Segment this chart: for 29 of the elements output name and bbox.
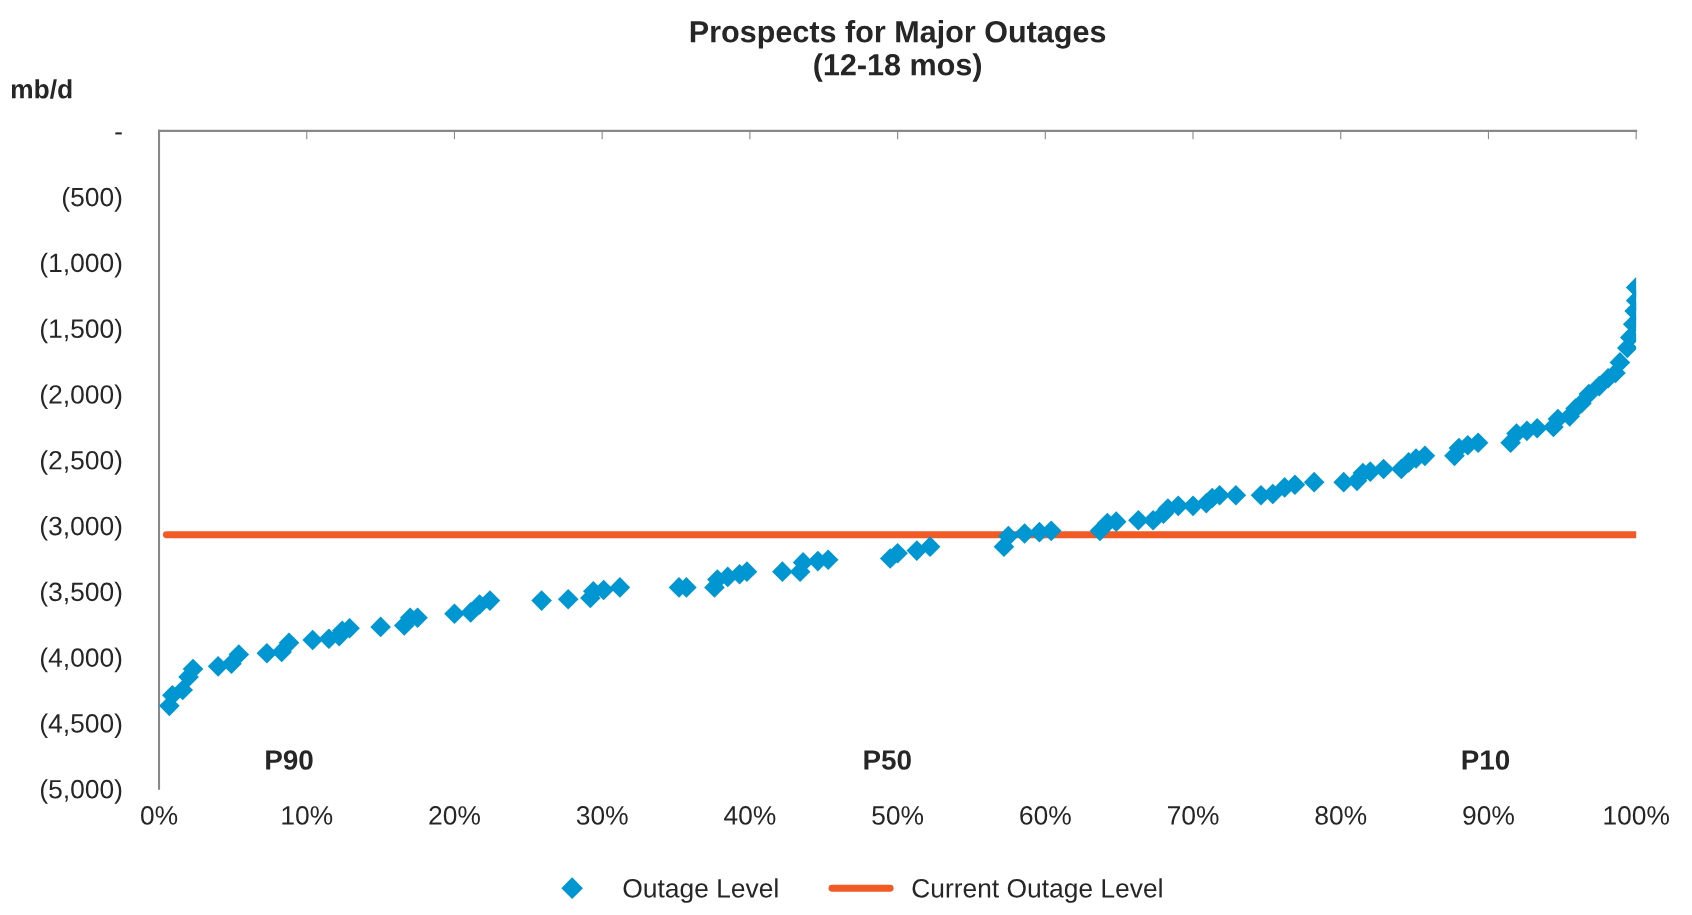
y-tick-label: (4,500) <box>40 713 122 738</box>
x-tick-label: 20% <box>429 806 480 825</box>
chart-title: Prospects for Major Outages (12-18 mos) <box>690 20 1106 82</box>
legend-label: Outage Level <box>623 878 778 903</box>
x-tick-label: 90% <box>1463 806 1514 825</box>
y-tick-label: (5,000) <box>40 779 122 804</box>
x-tick-label: 60% <box>1020 806 1071 825</box>
x-tick-label: 30% <box>576 806 628 825</box>
y-tick-label: (3,500) <box>40 581 122 607</box>
x-tick-label: 10% <box>282 806 333 825</box>
x-tick-label: 70% <box>1167 806 1219 825</box>
x-tick-label: 80% <box>1315 806 1367 825</box>
y-tick-label: (2,000) <box>40 384 122 410</box>
x-tick-label: 100% <box>1604 806 1669 825</box>
x-tick-label: 0% <box>141 806 178 825</box>
y-axis-title: mb/d <box>11 79 72 99</box>
y-tick-label: - <box>115 132 122 135</box>
y-tick-label: (4,000) <box>40 647 122 673</box>
y-tick-label: (1,500) <box>40 318 122 344</box>
annotation: P90 <box>266 750 313 770</box>
annotation: P10 <box>1462 750 1510 770</box>
annotation: P50 <box>864 750 911 770</box>
legend-label: Current Outage Level <box>912 878 1162 903</box>
y-tick-label: (1,000) <box>40 252 122 278</box>
y-tick-label: (3,000) <box>40 516 122 541</box>
y-tick-label: (2,500) <box>40 450 122 475</box>
x-tick-label: 50% <box>872 806 924 825</box>
y-tick-label: (500) <box>62 187 122 212</box>
x-tick-label: 40% <box>724 806 776 825</box>
